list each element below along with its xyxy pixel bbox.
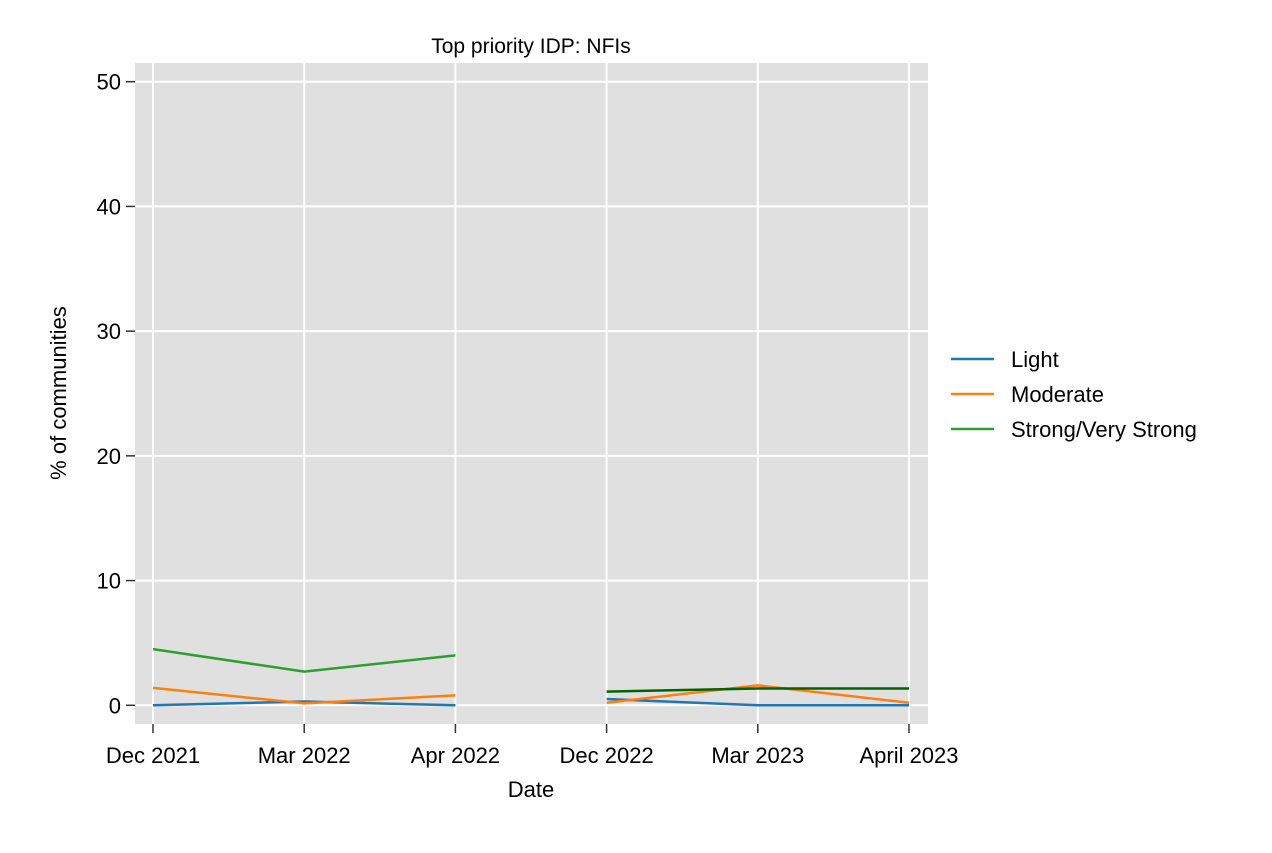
legend-label: Strong/Very Strong xyxy=(1011,417,1197,442)
x-tick-label: Mar 2022 xyxy=(258,743,351,768)
y-tick-label: 50 xyxy=(97,70,121,95)
y-tick-label: 30 xyxy=(97,319,121,344)
y-axis-label: % of communities xyxy=(46,306,71,480)
chart-title: Top priority IDP: NFIs xyxy=(431,35,631,58)
x-tick-label: April 2023 xyxy=(859,743,958,768)
axes: 0 10 20 30 40 50 Dec 2021 Mar 2022 Apr 2022 Dec 2… xyxy=(97,70,959,768)
series-line-moderate xyxy=(606,684,910,705)
y-tick-label: 40 xyxy=(97,194,121,219)
series-lines xyxy=(152,647,910,707)
legend-label: Moderate xyxy=(1011,382,1104,407)
series-line-moderate xyxy=(152,686,456,705)
x-tick-label: Dec 2021 xyxy=(106,743,200,768)
y-tick-label: 10 xyxy=(97,569,121,594)
plot-background xyxy=(135,63,928,724)
series-line-strong-very-strong xyxy=(152,647,456,673)
legend: Light Moderate Strong/Very Strong xyxy=(951,347,1197,442)
x-axis-label: Date xyxy=(508,777,554,802)
grid-lines xyxy=(135,63,928,724)
series-line-strong-very-strong xyxy=(606,687,909,693)
x-tick-label: Dec 2022 xyxy=(560,743,654,768)
series-line-light xyxy=(152,700,456,707)
x-tick-label: Apr 2022 xyxy=(411,743,500,768)
x-tick-label: Mar 2023 xyxy=(711,743,804,768)
y-tick-label: 20 xyxy=(97,444,121,469)
legend-label: Light xyxy=(1011,347,1059,372)
series-line-light xyxy=(606,697,909,707)
y-tick-label: 0 xyxy=(109,693,121,718)
